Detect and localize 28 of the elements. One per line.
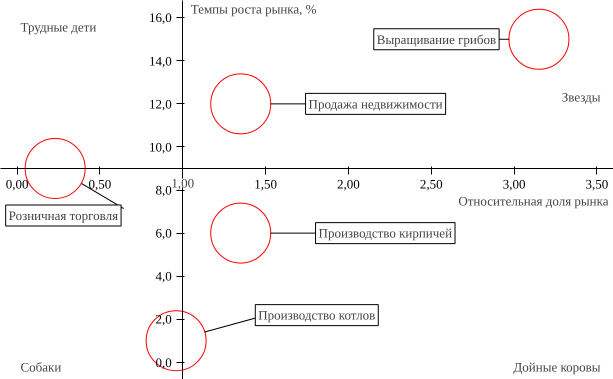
x-tick-label: 3,00 bbox=[502, 176, 526, 192]
y-tick-label: 4,0 bbox=[155, 268, 172, 284]
annotation: Дойные коровы bbox=[513, 360, 601, 374]
y-tick-label: 6,0 bbox=[155, 226, 172, 241]
x-tick-label: 0,00 bbox=[6, 176, 28, 192]
x-tick-label: 1,00 bbox=[171, 175, 194, 190]
annotation: Собаки bbox=[20, 360, 62, 374]
x-tick-label: 0,50 bbox=[88, 176, 112, 192]
y-tick-label: 10,0 bbox=[148, 139, 172, 154]
annotation: Продажа недвижимости bbox=[308, 96, 443, 112]
x-tick-label: 1,50 bbox=[254, 176, 277, 192]
y-tick-label: 14,0 bbox=[148, 53, 172, 68]
annotation: Производство котлов bbox=[258, 308, 376, 323]
x-tick-label: 3,50 bbox=[586, 176, 608, 192]
y-tick-label: 8,0 bbox=[155, 182, 172, 198]
y-tick-label: 16,0 bbox=[148, 10, 172, 26]
x-tick-label: 2,50 bbox=[420, 176, 443, 192]
annotation: Розничная торговля bbox=[8, 208, 118, 224]
y-tick-label: 2,0 bbox=[155, 312, 172, 327]
x-tick-label: 2,00 bbox=[337, 176, 360, 192]
y-tick-label: 0,0 bbox=[155, 354, 172, 370]
y-tick-label: 12,0 bbox=[148, 96, 172, 112]
annotation: Выращивание грибов bbox=[376, 32, 496, 47]
y-axis-title: Темпы роста рынка, % bbox=[190, 2, 317, 16]
annotation: Звезды bbox=[562, 90, 601, 104]
annotation: Производство кирпичей bbox=[318, 226, 452, 241]
annotation: Трудные дети bbox=[20, 20, 96, 34]
x-axis-title: Относительная доля рынка bbox=[458, 193, 609, 208]
